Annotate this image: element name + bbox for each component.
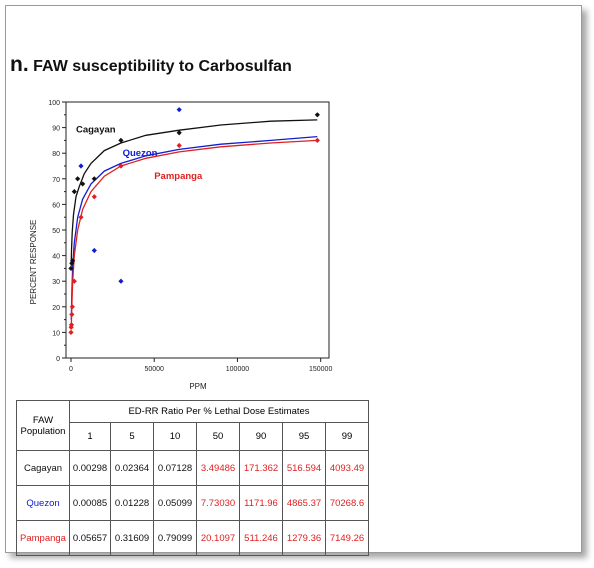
table-cell: 0.00085 — [69, 485, 111, 521]
series-curve-cagayan — [70, 119, 318, 266]
y-tick-label: 80 — [52, 151, 60, 158]
x-tick-label: 50000 — [144, 366, 164, 373]
point-cagayan — [118, 137, 124, 143]
plot-area — [65, 101, 330, 359]
point-pampanga — [176, 142, 182, 149]
axes: 0 10 20 30 40 50 60 70 80 90 100 0 50000 100000 150000 — [48, 100, 332, 373]
table-cell: 171.362 — [239, 450, 283, 486]
x-tick-label: 0 — [69, 366, 73, 373]
point-quezon — [176, 107, 182, 113]
y-tick-label: 50 — [52, 228, 60, 235]
column-header: 10 — [153, 422, 197, 451]
table-cell: 0.00298 — [69, 450, 111, 486]
column-header: 1 — [69, 422, 111, 451]
table-cell: 7.73030 — [196, 485, 240, 521]
table-body: Cagayan 0.00298 0.02364 0.07128 3.49486 171.3… — [16, 450, 369, 556]
y-tick-label: 90 — [52, 126, 60, 133]
y-tick-label: 20 — [52, 305, 60, 312]
curves — [70, 119, 318, 328]
x-axis-label: PPM — [189, 382, 207, 391]
annotation-quezon: Quezon — [123, 148, 158, 159]
y-tick-label: 0 — [56, 356, 60, 363]
table-cell: 0.07128 — [153, 450, 197, 486]
table-cell: 0.05657 — [69, 520, 111, 556]
point-cagayan — [176, 130, 182, 136]
point-cagayan — [91, 176, 97, 182]
slide-title: n. FAW susceptibility to Carbosulfan — [10, 53, 292, 77]
header-group: ED-RR Ratio Per % Lethal Dose Estimates — [69, 400, 369, 423]
series-labels: Cagayan Quezon Pampanga — [76, 125, 203, 182]
y-tick-label: 30 — [52, 279, 60, 286]
column-header: 95 — [282, 422, 326, 451]
column-header-row: 1 5 10 50 90 95 99 — [17, 422, 369, 451]
point-cagayan — [314, 112, 320, 118]
row-population: Pampanga — [16, 520, 70, 556]
title-prefix: n. — [10, 53, 29, 76]
annotation-pampanga: Pampanga — [154, 171, 203, 182]
point-pampanga — [91, 194, 97, 200]
table-cell: 3.49486 — [196, 450, 240, 486]
y-tick-label: 10 — [52, 330, 60, 337]
table-cell: 4865.37 — [282, 485, 326, 521]
column-header: 50 — [196, 422, 240, 451]
point-pampanga — [118, 163, 124, 169]
column-header: 90 — [239, 422, 283, 451]
point-pampanga — [68, 329, 74, 335]
table-cell: 0.05099 — [153, 485, 197, 521]
point-quezon — [91, 247, 97, 254]
lethal-dose-table: FAW Population ED-RR Ratio Per % Lethal … — [16, 400, 369, 556]
row-population: Cagayan — [16, 450, 70, 486]
point-cagayan — [71, 189, 77, 195]
y-tick-label: 40 — [52, 254, 60, 261]
table-cell: 7149.26 — [325, 520, 369, 556]
table-cell: 1279.36 — [282, 520, 326, 556]
x-tick-label: 150000 — [309, 366, 332, 373]
table-cell: 511.246 — [239, 520, 283, 556]
table-cell: 1171.96 — [239, 485, 283, 521]
x-tick-label: 100000 — [226, 366, 249, 373]
header-population: FAW Population — [16, 400, 70, 451]
y-tick-label: 70 — [52, 177, 60, 184]
table-row: Pampanga 0.05657 0.31609 0.79099 20.1097 511.… — [16, 520, 369, 556]
table-cell: 0.02364 — [110, 450, 154, 486]
title-text: FAW susceptibility to Carbosulfan — [33, 58, 292, 75]
point-quezon — [78, 163, 84, 169]
table-row: Quezon 0.00085 0.01228 0.05099 7.73030 1171.9… — [16, 485, 369, 521]
column-header: 99 — [325, 422, 369, 451]
y-tick-label: 60 — [52, 202, 60, 209]
data-points — [68, 107, 320, 335]
table-cell: 0.79099 — [153, 520, 197, 556]
table-cell: 0.31609 — [110, 520, 154, 556]
point-pampanga — [69, 311, 75, 318]
series-curve-pampanga — [70, 139, 318, 328]
table-cell: 20.1097 — [196, 520, 240, 556]
point-pampanga — [78, 214, 84, 220]
table-row: Cagayan 0.00298 0.02364 0.07128 3.49486 171.3… — [16, 450, 369, 486]
table-cell: 0.01228 — [110, 485, 154, 521]
point-cagayan — [75, 176, 81, 182]
row-population: Quezon — [16, 485, 70, 521]
point-quezon — [118, 278, 124, 284]
dose-response-chart: 0 10 20 30 40 50 60 70 80 90 100 0 50000 100000 150000… — [29, 100, 332, 391]
table-cell: 70268.6 — [325, 485, 369, 521]
annotation-cagayan: Cagayan — [76, 125, 116, 136]
y-axis-label: PERCENT RESPONSE — [29, 220, 38, 305]
table-cell: 4093.49 — [325, 450, 369, 486]
series-curve-quezon — [70, 135, 318, 320]
point-pampanga — [314, 137, 320, 143]
header-population-text: FAW Population — [20, 414, 66, 437]
point-pampanga — [69, 304, 75, 310]
table-cell: 516.594 — [282, 450, 326, 486]
column-header: 5 — [110, 422, 154, 451]
y-tick-label: 100 — [48, 100, 60, 107]
